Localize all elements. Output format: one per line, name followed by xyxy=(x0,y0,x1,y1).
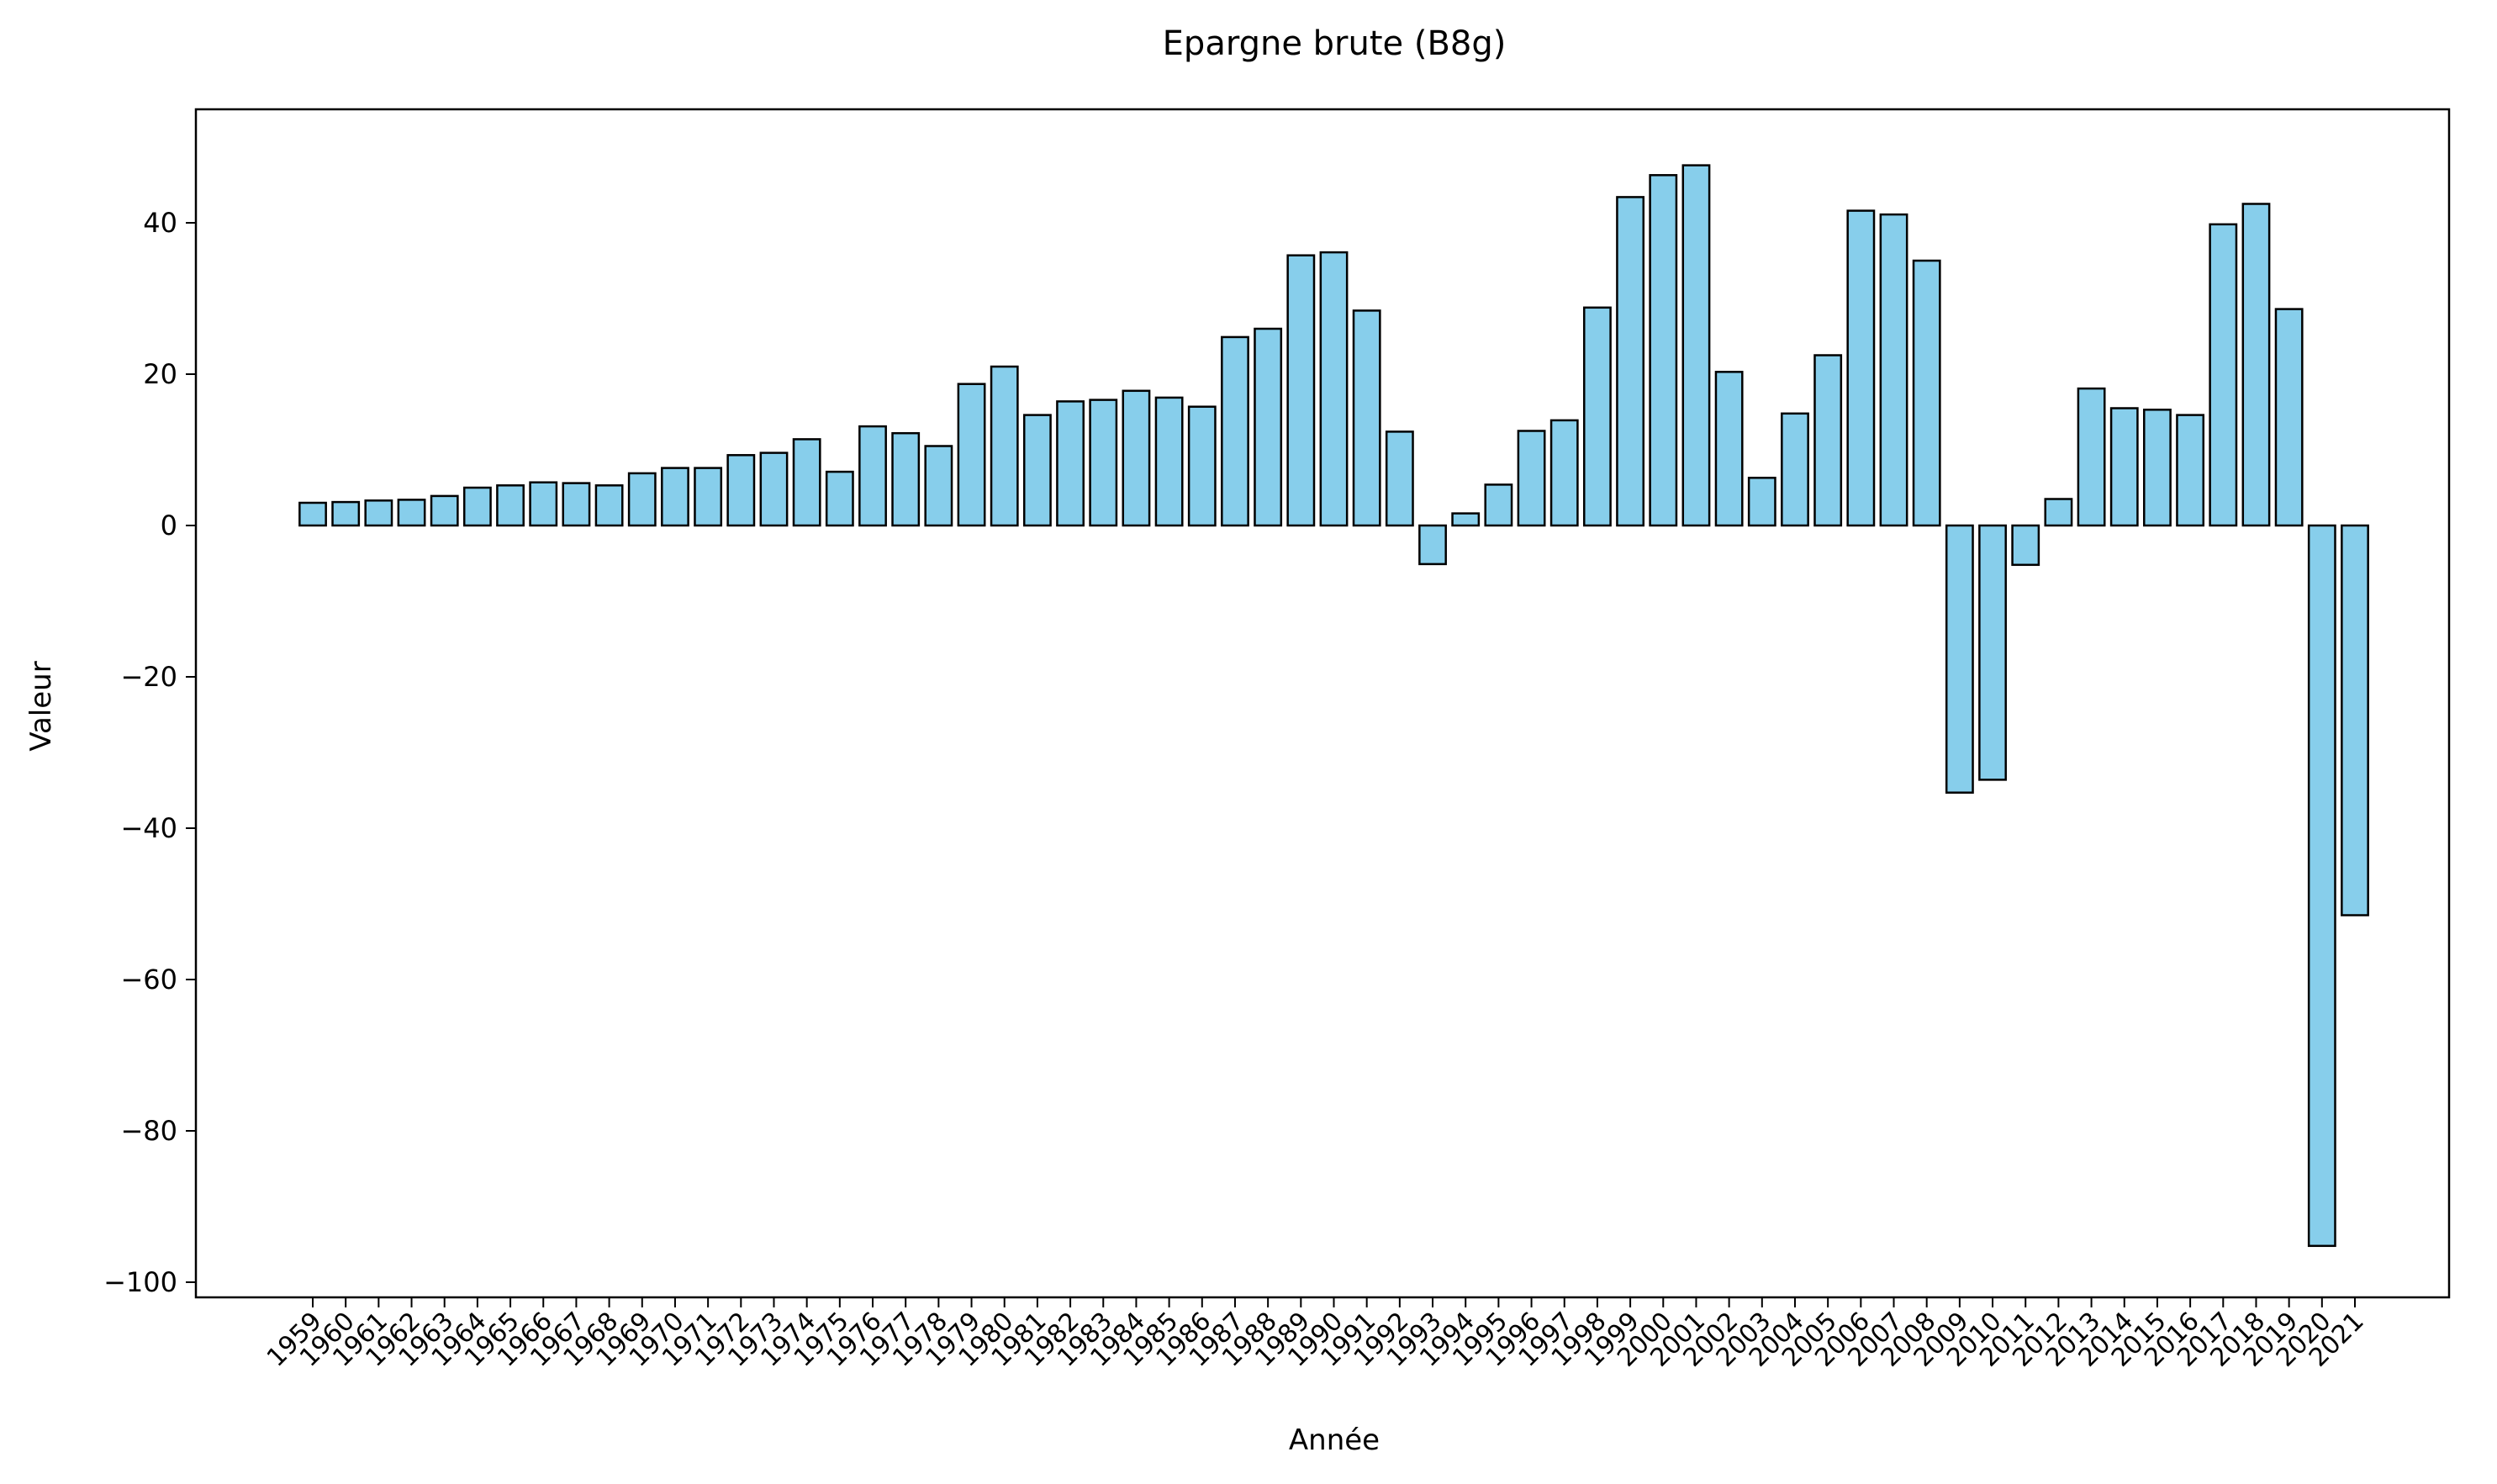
y-tick-label: 40 xyxy=(143,207,177,239)
bar-2020 xyxy=(2307,524,2336,1248)
bar-2018 xyxy=(2241,203,2271,527)
bar-1969 xyxy=(627,472,657,527)
y-tick-label: −100 xyxy=(103,1266,177,1298)
bar-2001 xyxy=(1681,164,1711,527)
bar-2010 xyxy=(1978,524,2007,781)
bar-2015 xyxy=(2143,409,2172,527)
bar-1961 xyxy=(364,499,393,527)
x-ticks-group: 1959196019611962196319641965196619671968… xyxy=(261,1297,2370,1373)
bar-1978 xyxy=(924,445,953,527)
bar-1996 xyxy=(1517,430,1546,527)
y-tick-label: −60 xyxy=(120,964,177,995)
y-tick-label: 0 xyxy=(161,510,177,541)
y-tick-label: −40 xyxy=(120,812,177,844)
bar-1987 xyxy=(1221,335,1249,527)
bar-1995 xyxy=(1484,483,1513,527)
bar-2007 xyxy=(1879,213,1908,527)
bar-1986 xyxy=(1187,405,1217,527)
bar-1962 xyxy=(397,499,426,527)
bar-1975 xyxy=(825,470,854,527)
bar-1980 xyxy=(990,365,1019,527)
bar-1968 xyxy=(594,484,624,527)
bar-2009 xyxy=(1945,524,1974,794)
bar-1998 xyxy=(1582,306,1612,527)
bar-1976 xyxy=(858,425,887,527)
bar-1967 xyxy=(562,482,591,527)
bar-1985 xyxy=(1154,396,1184,527)
bar-1989 xyxy=(1286,254,1316,527)
bar-1994 xyxy=(1451,512,1481,527)
bar-1988 xyxy=(1254,327,1283,527)
bar-2004 xyxy=(1781,412,1809,527)
bar-2005 xyxy=(1813,354,1843,527)
bar-2017 xyxy=(2209,223,2238,527)
y-tick-label: −20 xyxy=(120,661,177,693)
chart-title: Epargne brute (B8g) xyxy=(1163,24,1507,63)
y-ticks-group: −100 −80 −60 −40 −20 0 20 40 xyxy=(103,207,196,1298)
bar-2008 xyxy=(1912,259,1941,527)
bar-1970 xyxy=(661,467,689,527)
bar-1992 xyxy=(1385,430,1414,527)
bar-1990 xyxy=(1319,251,1349,527)
bar-2011 xyxy=(2011,524,2040,567)
bar-1984 xyxy=(1122,389,1151,527)
bar-2016 xyxy=(2176,414,2205,527)
bar-1999 xyxy=(1616,196,1645,527)
x-axis-label: Année xyxy=(1289,1423,1380,1457)
bar-2019 xyxy=(2274,308,2304,527)
bar-2014 xyxy=(2109,407,2139,527)
bar-1983 xyxy=(1089,399,1118,527)
bar-1997 xyxy=(1549,419,1579,527)
bar-2002 xyxy=(1714,371,1744,527)
bar-1972 xyxy=(726,454,756,527)
bar-2013 xyxy=(2077,387,2106,527)
bar-1971 xyxy=(694,467,723,527)
bar-1959 xyxy=(298,501,327,527)
bar-1977 xyxy=(891,431,921,527)
bar-2012 xyxy=(2044,498,2073,527)
bar-1960 xyxy=(331,500,361,527)
bar-2021 xyxy=(2341,524,2369,916)
bar-1964 xyxy=(462,486,492,527)
bar-1973 xyxy=(759,452,789,527)
bars-group xyxy=(298,164,2369,1248)
bar-2003 xyxy=(1747,477,1776,527)
y-tick-label: −80 xyxy=(120,1115,177,1147)
bar-1991 xyxy=(1352,309,1381,527)
bar-2000 xyxy=(1649,174,1678,527)
bar-1981 xyxy=(1022,414,1052,527)
bar-1979 xyxy=(957,383,986,527)
plot-frame xyxy=(194,108,2451,1299)
bar-1966 xyxy=(529,481,558,527)
bar-2006 xyxy=(1846,209,1876,527)
bar-1974 xyxy=(792,438,821,527)
bar-1963 xyxy=(430,494,459,527)
bar-1993 xyxy=(1418,524,1447,566)
y-tick-label: 20 xyxy=(143,358,177,390)
bar-1965 xyxy=(496,484,525,527)
y-axis-label: Valeur xyxy=(24,661,58,751)
bar-1982 xyxy=(1056,400,1085,527)
